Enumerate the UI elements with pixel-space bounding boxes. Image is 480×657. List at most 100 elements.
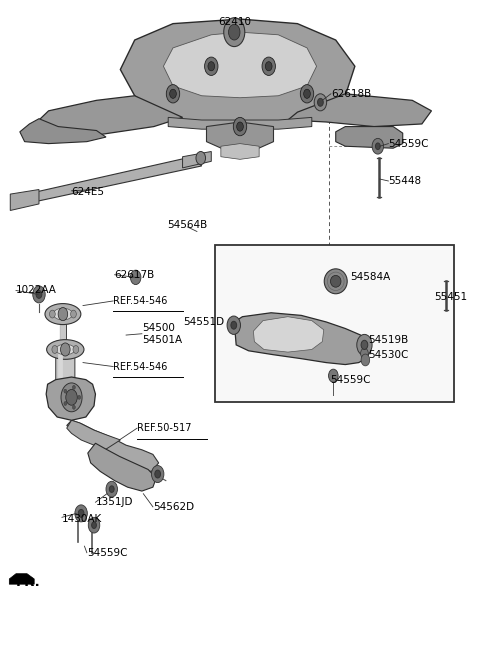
Circle shape xyxy=(58,307,68,321)
Circle shape xyxy=(71,310,76,318)
Polygon shape xyxy=(48,380,91,404)
Circle shape xyxy=(169,89,176,99)
Circle shape xyxy=(92,522,96,528)
Circle shape xyxy=(357,334,372,355)
Circle shape xyxy=(78,509,84,517)
Text: 1430AK: 1430AK xyxy=(62,514,102,524)
Text: 54584A: 54584A xyxy=(350,273,390,283)
Circle shape xyxy=(106,482,118,497)
Polygon shape xyxy=(168,118,312,129)
Circle shape xyxy=(75,505,87,522)
Polygon shape xyxy=(288,94,432,127)
Ellipse shape xyxy=(330,275,341,287)
Polygon shape xyxy=(24,157,202,204)
Polygon shape xyxy=(67,420,158,472)
Circle shape xyxy=(227,316,240,334)
Circle shape xyxy=(318,99,323,106)
Polygon shape xyxy=(234,313,370,365)
Circle shape xyxy=(304,89,311,99)
Circle shape xyxy=(131,270,141,284)
Ellipse shape xyxy=(47,340,84,359)
Text: REF.54-546: REF.54-546 xyxy=(113,361,168,371)
Text: 62410: 62410 xyxy=(219,16,252,27)
Text: 624E5: 624E5 xyxy=(72,187,105,197)
Ellipse shape xyxy=(56,344,75,355)
Circle shape xyxy=(60,343,70,356)
Polygon shape xyxy=(10,189,39,210)
Circle shape xyxy=(360,348,368,359)
Text: 62618B: 62618B xyxy=(331,89,371,99)
Circle shape xyxy=(64,401,67,405)
Text: REF.54-546: REF.54-546 xyxy=(113,296,168,306)
Circle shape xyxy=(361,340,368,350)
Circle shape xyxy=(61,383,82,412)
Circle shape xyxy=(228,24,240,40)
Polygon shape xyxy=(163,32,317,98)
Circle shape xyxy=(73,346,79,353)
Circle shape xyxy=(237,122,243,131)
Circle shape xyxy=(314,94,326,111)
Text: 55448: 55448 xyxy=(388,176,421,186)
Polygon shape xyxy=(20,119,106,144)
Circle shape xyxy=(224,18,245,47)
Circle shape xyxy=(372,139,384,154)
Text: 55451: 55451 xyxy=(434,292,467,302)
Text: FR.: FR. xyxy=(16,576,41,589)
Polygon shape xyxy=(253,317,324,352)
Text: 1022AA: 1022AA xyxy=(16,286,57,296)
Polygon shape xyxy=(182,152,211,168)
Circle shape xyxy=(88,517,100,533)
Polygon shape xyxy=(221,144,259,160)
Text: 54559C: 54559C xyxy=(87,548,127,558)
Polygon shape xyxy=(206,122,274,153)
Circle shape xyxy=(300,85,314,103)
Text: 54564B: 54564B xyxy=(167,220,207,230)
Circle shape xyxy=(52,346,58,353)
Polygon shape xyxy=(88,443,156,491)
Circle shape xyxy=(231,321,237,329)
Text: 54559C: 54559C xyxy=(388,139,429,148)
Circle shape xyxy=(328,369,338,382)
Polygon shape xyxy=(39,96,182,135)
Circle shape xyxy=(262,57,276,76)
Circle shape xyxy=(375,143,380,150)
Circle shape xyxy=(72,405,75,409)
Polygon shape xyxy=(9,574,34,584)
Circle shape xyxy=(72,386,75,390)
Circle shape xyxy=(64,389,67,393)
Polygon shape xyxy=(120,19,355,127)
Text: 1351JD: 1351JD xyxy=(96,497,133,507)
Ellipse shape xyxy=(45,304,81,325)
Bar xyxy=(215,244,455,402)
Text: 54530C: 54530C xyxy=(368,350,408,360)
Text: 54551D: 54551D xyxy=(183,317,225,327)
Circle shape xyxy=(152,466,164,483)
Polygon shape xyxy=(58,350,63,394)
Polygon shape xyxy=(67,420,120,450)
Text: 54500
54501A: 54500 54501A xyxy=(142,323,182,344)
Circle shape xyxy=(49,310,55,318)
Circle shape xyxy=(196,152,205,165)
Circle shape xyxy=(204,57,218,76)
Circle shape xyxy=(233,118,247,136)
Circle shape xyxy=(361,354,370,366)
Text: 54559C: 54559C xyxy=(330,374,371,384)
Polygon shape xyxy=(56,350,75,397)
Ellipse shape xyxy=(324,269,347,294)
Circle shape xyxy=(166,85,180,103)
Circle shape xyxy=(33,286,45,303)
Ellipse shape xyxy=(53,308,72,320)
Circle shape xyxy=(36,290,42,298)
Circle shape xyxy=(155,470,160,478)
Circle shape xyxy=(109,486,114,492)
Polygon shape xyxy=(46,377,96,420)
Text: REF.50-517: REF.50-517 xyxy=(137,423,192,433)
Circle shape xyxy=(66,390,77,405)
Polygon shape xyxy=(336,127,403,148)
Circle shape xyxy=(265,62,272,71)
Circle shape xyxy=(208,62,215,71)
Text: 54562D: 54562D xyxy=(153,502,194,512)
Circle shape xyxy=(78,396,81,399)
Text: 62617B: 62617B xyxy=(115,270,155,280)
Text: 54519B: 54519B xyxy=(368,335,408,346)
